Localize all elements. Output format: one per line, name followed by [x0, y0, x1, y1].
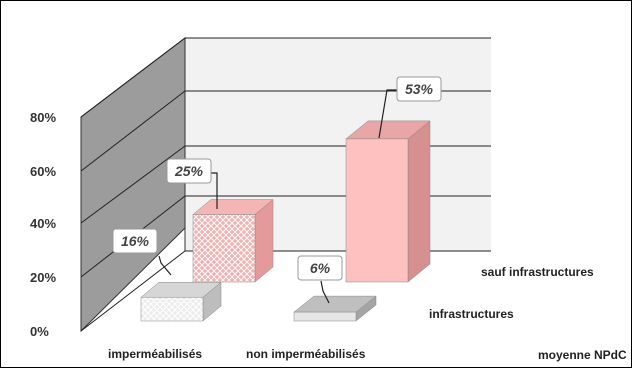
data-label-box: [166, 158, 212, 184]
bar-infrastructures-1: 6%: [293, 255, 377, 322]
y-tick-label: 40%: [30, 216, 56, 231]
gridline-left-4: [80, 37, 186, 118]
data-label: 25%: [174, 163, 204, 179]
bar-front: [140, 296, 204, 322]
data-label: 16%: [121, 233, 150, 249]
gridline-left-2: [80, 145, 186, 224]
gridlines: [80, 37, 491, 332]
category-label-impermeabilises: imperméabilisés: [108, 347, 202, 361]
footer-note: moyenne NPdC: [538, 348, 627, 362]
label-leader: [320, 280, 330, 304]
data-label-box: [396, 76, 442, 102]
gridline-left-3: [80, 90, 186, 172]
bar-sauf-infrastructures-1: 53%: [345, 76, 442, 283]
label-leader: [209, 172, 218, 209]
y-axis-ticks: 0% 20% 40% 60% 80%: [30, 110, 56, 339]
y-tick-label: 0%: [30, 324, 49, 339]
category-label-non-impermeabilises: non imperméabilisés: [246, 347, 366, 361]
bar-sauf-infrastructures-0: 25%: [166, 158, 274, 283]
data-label-box: [112, 228, 158, 254]
y-tick-label: 60%: [30, 164, 56, 179]
label-leader: [378, 89, 397, 139]
series-label-infrastructures: infrastructures: [429, 307, 514, 321]
series-label-sauf-infrastructures: sauf infrastructures: [481, 265, 594, 279]
bar-infrastructures-0: 16%: [112, 228, 222, 322]
data-label: 6%: [310, 260, 331, 276]
bar-front: [345, 138, 409, 283]
bar-side: [407, 120, 431, 283]
y-tick-label: 80%: [30, 110, 56, 125]
y-tick-label: 20%: [30, 270, 56, 285]
data-label-box: [297, 255, 343, 281]
gridline-left-0: [80, 250, 186, 332]
data-label: 53%: [405, 81, 434, 97]
bars: 25% 53% 16% 6%: [112, 76, 442, 322]
bar-front: [192, 214, 256, 283]
bar-front: [293, 311, 357, 322]
label-leader: [158, 255, 172, 276]
